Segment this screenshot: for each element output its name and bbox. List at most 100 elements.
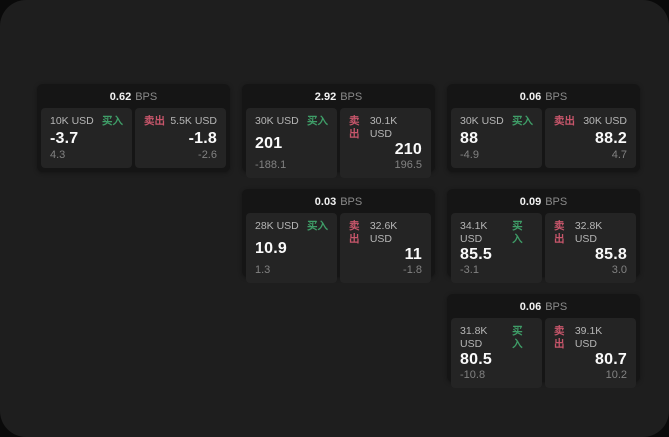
bps-value: 0.09 — [519, 195, 542, 208]
buy-tile[interactable]: 30K USD 买入 201 -188.1 — [246, 108, 337, 178]
card-body: 10K USD 买入 -3.7 4.3 卖出 5.5K USD -1.8 -2.… — [37, 108, 230, 172]
buy-tile-header: 31.8K USD 买入 — [460, 325, 533, 351]
buy-amount: 34.1K USD — [460, 220, 488, 245]
buy-delta: -4.9 — [460, 149, 479, 161]
sell-amount: 30K USD — [583, 115, 627, 127]
sell-side-label: 卖出 — [349, 115, 360, 140]
card-body: 28K USD 买入 10.9 1.3 卖出 32.6K USD 11 -1.8 — [242, 213, 435, 287]
sell-tile-header: 卖出 5.5K USD — [144, 115, 217, 128]
bps-value: 0.06 — [519, 90, 542, 103]
bps-value: 0.03 — [314, 195, 337, 208]
bps-header: 0.06 BPS — [447, 84, 640, 108]
bps-unit-label: BPS — [545, 90, 568, 103]
sell-tile[interactable]: 卖出 5.5K USD -1.8 -2.6 — [135, 108, 226, 168]
buy-delta: 1.3 — [255, 264, 271, 276]
buy-amount: 10K USD — [50, 115, 94, 127]
buy-delta: -188.1 — [255, 159, 287, 171]
quote-card: 0.06 BPS 31.8K USD 买入 80.5 -10.8 卖出 39.1… — [447, 294, 640, 388]
bps-unit-label: BPS — [340, 90, 363, 103]
bps-unit-label: BPS — [545, 195, 568, 208]
buy-tile-header: 34.1K USD 买入 — [460, 220, 533, 246]
sell-side-label: 卖出 — [554, 325, 565, 350]
sell-tile[interactable]: 卖出 32.6K USD 11 -1.8 — [340, 213, 431, 283]
buy-side-label: 买入 — [512, 220, 523, 245]
quote-card: 0.06 BPS 30K USD 买入 88 -4.9 卖出 30K USD — [447, 84, 640, 172]
card-body: 31.8K USD 买入 80.5 -10.8 卖出 39.1K USD 80.… — [447, 318, 640, 392]
quote-card: 0.03 BPS 28K USD 买入 10.9 1.3 卖出 32.6K US… — [242, 189, 435, 283]
sell-tile-header: 卖出 39.1K USD — [554, 325, 627, 351]
sell-delta: -1.8 — [403, 264, 422, 276]
sell-price: 85.8 — [595, 246, 627, 263]
bps-header: 2.92 BPS — [242, 84, 435, 108]
sell-tile[interactable]: 卖出 39.1K USD 80.7 10.2 — [545, 318, 636, 388]
buy-price: 201 — [255, 134, 283, 152]
buy-amount: 30K USD — [255, 115, 299, 127]
sell-tile[interactable]: 卖出 30K USD 88.2 4.7 — [545, 108, 636, 168]
bps-unit-label: BPS — [135, 90, 158, 103]
sell-amount: 5.5K USD — [170, 115, 217, 127]
buy-price: 80.5 — [460, 351, 492, 368]
buy-tile-header: 28K USD 买入 — [255, 220, 328, 233]
sell-tile-header: 卖出 30.1K USD — [349, 115, 422, 141]
buy-tile-header: 30K USD 买入 — [255, 115, 328, 128]
buy-side-label: 买入 — [512, 325, 523, 350]
bps-header: 0.03 BPS — [242, 189, 435, 213]
sell-tile[interactable]: 卖出 32.8K USD 85.8 3.0 — [545, 213, 636, 283]
buy-tile[interactable]: 10K USD 买入 -3.7 4.3 — [41, 108, 132, 168]
sell-delta: -2.6 — [198, 149, 217, 161]
buy-price: -3.7 — [50, 129, 79, 147]
quotes-grid: 0.62 BPS 10K USD 买入 -3.7 4.3 卖出 5.5K USD — [37, 84, 640, 388]
card-body: 30K USD 买入 201 -188.1 卖出 30.1K USD 210 1… — [242, 108, 435, 182]
bps-value: 0.06 — [519, 300, 542, 313]
buy-tile[interactable]: 30K USD 买入 88 -4.9 — [451, 108, 542, 168]
sell-tile-header: 卖出 32.8K USD — [554, 220, 627, 246]
sell-delta: 4.7 — [611, 149, 627, 161]
buy-tile[interactable]: 28K USD 买入 10.9 1.3 — [246, 213, 337, 283]
sell-tile-header: 卖出 32.6K USD — [349, 220, 422, 246]
buy-delta: 4.3 — [50, 149, 66, 161]
sell-amount: 30.1K USD — [369, 115, 398, 140]
buy-price: 10.9 — [255, 239, 287, 257]
card-body: 34.1K USD 买入 85.5 -3.1 卖出 32.8K USD 85.8… — [447, 213, 640, 287]
buy-amount: 31.8K USD — [460, 325, 488, 350]
sell-amount: 32.8K USD — [574, 220, 603, 245]
bps-unit-label: BPS — [545, 300, 568, 313]
sell-side-label: 卖出 — [349, 220, 360, 245]
buy-tile[interactable]: 31.8K USD 买入 80.5 -10.8 — [451, 318, 542, 388]
sell-price: 11 — [404, 246, 422, 263]
sell-tile-header: 卖出 30K USD — [554, 115, 627, 128]
sell-price: -1.8 — [188, 129, 217, 147]
sell-amount: 32.6K USD — [369, 220, 398, 245]
card-body: 30K USD 买入 88 -4.9 卖出 30K USD 88.2 4.7 — [447, 108, 640, 172]
buy-side-label: 买入 — [307, 115, 328, 127]
sell-price: 80.7 — [595, 351, 627, 368]
sell-side-label: 卖出 — [554, 115, 575, 127]
quote-card: 0.09 BPS 34.1K USD 买入 85.5 -3.1 卖出 32.8K… — [447, 189, 640, 283]
sell-price: 88.2 — [595, 129, 627, 147]
buy-side-label: 买入 — [512, 115, 533, 127]
buy-side-label: 买入 — [307, 220, 328, 232]
bps-header: 0.06 BPS — [447, 294, 640, 318]
quote-card: 0.62 BPS 10K USD 买入 -3.7 4.3 卖出 5.5K USD — [37, 84, 230, 172]
bps-unit-label: BPS — [340, 195, 363, 208]
bps-header: 0.09 BPS — [447, 189, 640, 213]
sell-delta: 3.0 — [611, 264, 627, 276]
buy-delta: -10.8 — [460, 369, 486, 381]
sell-side-label: 卖出 — [554, 220, 565, 245]
sell-delta: 10.2 — [605, 369, 627, 381]
sell-delta: 196.5 — [394, 159, 422, 171]
sell-tile[interactable]: 卖出 30.1K USD 210 196.5 — [340, 108, 431, 178]
buy-amount: 28K USD — [255, 220, 299, 232]
buy-amount: 30K USD — [460, 115, 504, 127]
sell-price: 210 — [394, 141, 422, 158]
buy-tile-header: 30K USD 买入 — [460, 115, 533, 128]
quote-card: 2.92 BPS 30K USD 买入 201 -188.1 卖出 30.1K … — [242, 84, 435, 178]
buy-price: 88 — [460, 129, 479, 147]
sell-side-label: 卖出 — [144, 115, 165, 127]
buy-tile[interactable]: 34.1K USD 买入 85.5 -3.1 — [451, 213, 542, 283]
sell-amount: 39.1K USD — [574, 325, 603, 350]
buy-side-label: 买入 — [102, 115, 123, 127]
buy-price: 85.5 — [460, 246, 492, 263]
